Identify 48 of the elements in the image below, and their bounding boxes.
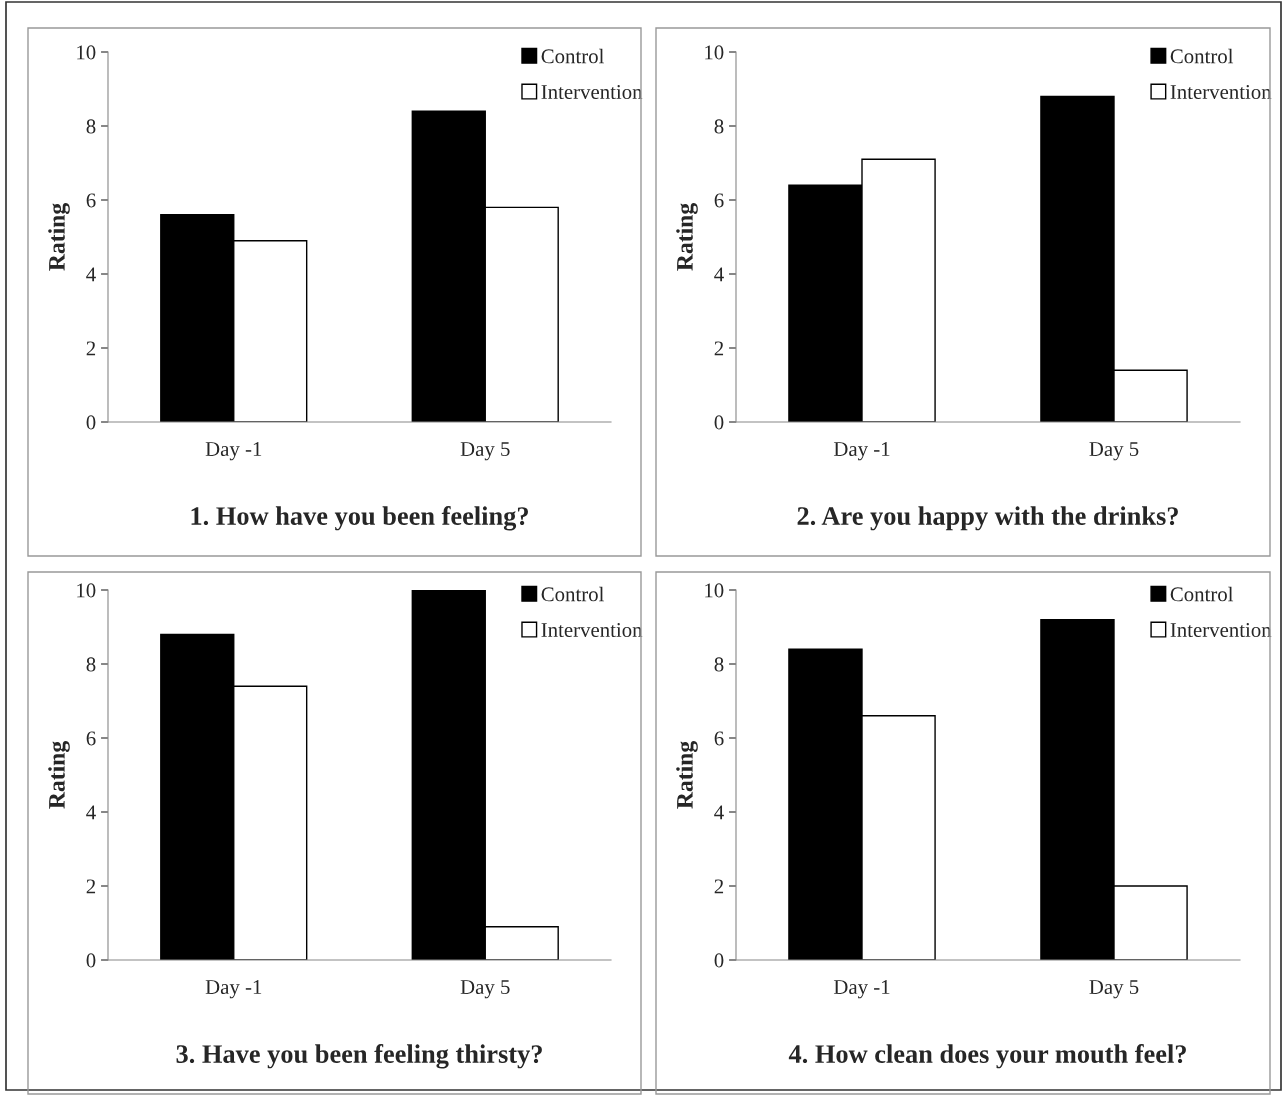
y-tick-label: 4 xyxy=(86,805,96,820)
y-tick-label: 10 xyxy=(77,583,96,598)
x-tick-label: Day 5 xyxy=(1089,442,1139,461)
y-tick-label: 2 xyxy=(714,879,724,894)
text: 4. How clean does your mouth feel? xyxy=(788,1044,1186,1069)
legend-label: Intervention xyxy=(1170,85,1272,100)
y-tick-label: 2 xyxy=(86,341,96,356)
y-tick-label: 6 xyxy=(86,731,96,746)
y-tick-label: 6 xyxy=(714,193,724,208)
y-tick-label: 4 xyxy=(86,267,96,282)
y-axis-title: Rating xyxy=(48,741,70,809)
y-tick-label: 10 xyxy=(705,45,724,60)
legend-label: Intervention xyxy=(1170,623,1272,638)
text: 2. Are you happy with the drinks? xyxy=(797,506,1178,531)
legend-label: Control xyxy=(1170,48,1234,64)
y-axis-title: Rating xyxy=(676,741,698,809)
y-tick-label: 10 xyxy=(705,583,724,598)
y-tick-label: 0 xyxy=(86,415,96,430)
x-tick-label: Day 5 xyxy=(460,442,510,461)
text: 3. Have you been feeling thirsty? xyxy=(176,1044,542,1069)
y-tick-label: 0 xyxy=(714,415,724,430)
y-tick-label: 6 xyxy=(714,731,724,746)
y-tick-label: 6 xyxy=(86,193,96,208)
y-tick-label: 8 xyxy=(86,657,96,672)
x-tick-label: Day 5 xyxy=(1089,980,1139,999)
x-tick-label: Day 5 xyxy=(460,980,510,999)
legend-label: Intervention xyxy=(541,623,643,638)
y-tick-label: 4 xyxy=(714,267,724,282)
y-tick-label: 2 xyxy=(714,341,724,356)
y-axis-title: Rating xyxy=(676,203,698,271)
y-tick-label: 2 xyxy=(86,879,96,894)
x-tick-label: Day -1 xyxy=(205,980,262,999)
y-tick-label: 4 xyxy=(714,805,724,820)
legend-label: Intervention xyxy=(541,85,643,100)
y-tick-label: 8 xyxy=(86,119,96,134)
y-tick-label: 8 xyxy=(714,119,724,134)
y-tick-label: 10 xyxy=(77,45,96,60)
y-axis-title: Rating xyxy=(48,203,70,271)
x-tick-label: Day -1 xyxy=(833,980,890,999)
legend-label: Control xyxy=(541,586,604,602)
x-tick-label: Day -1 xyxy=(833,442,890,461)
legend-label: Control xyxy=(541,48,604,64)
y-tick-label: 8 xyxy=(714,657,724,672)
text: 1. How have you been feeling? xyxy=(191,506,528,531)
x-tick-label: Day -1 xyxy=(205,442,262,461)
y-tick-label: 0 xyxy=(714,953,724,968)
y-tick-label: 0 xyxy=(86,953,96,968)
legend-label: Control xyxy=(1170,586,1234,602)
